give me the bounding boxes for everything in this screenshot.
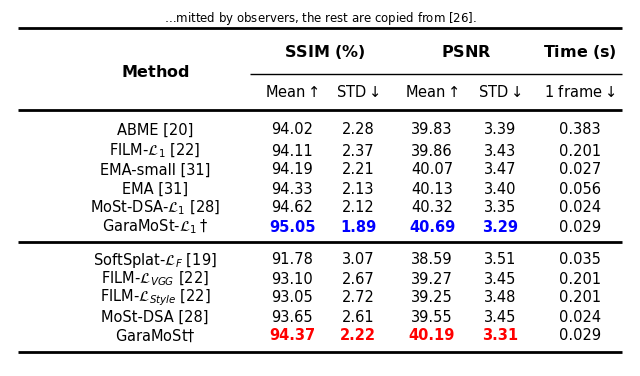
Text: 0.035: 0.035 [559,253,601,267]
Text: 3.39: 3.39 [484,123,516,138]
Text: GaraMoSt$\dagger$: GaraMoSt$\dagger$ [115,328,195,344]
Text: Mean$\uparrow$: Mean$\uparrow$ [405,84,459,100]
Text: 2.67: 2.67 [342,271,374,287]
Text: SoftSplat-$\mathcal{L}_F$ [19]: SoftSplat-$\mathcal{L}_F$ [19] [93,250,217,270]
Text: 0.201: 0.201 [559,291,601,305]
Text: 0.201: 0.201 [559,144,601,159]
Text: 0.024: 0.024 [559,200,601,215]
Text: MoSt-DSA-$\mathcal{L}_1$ [28]: MoSt-DSA-$\mathcal{L}_1$ [28] [90,199,220,217]
Text: 2.12: 2.12 [342,200,374,215]
Text: 0.383: 0.383 [559,123,601,138]
Text: $\ldots$mitted by observers, the rest are copied from [26].: $\ldots$mitted by observers, the rest ar… [163,10,477,27]
Text: 95.05: 95.05 [269,220,316,235]
Text: 0.056: 0.056 [559,182,601,197]
Text: 2.13: 2.13 [342,182,374,197]
Text: 3.45: 3.45 [484,309,516,324]
Text: 3.43: 3.43 [484,144,516,159]
Text: 2.37: 2.37 [342,144,374,159]
Text: EMA-small [31]: EMA-small [31] [100,162,210,177]
Text: 2.21: 2.21 [342,162,374,177]
Text: 39.83: 39.83 [412,123,452,138]
Text: Mean$\uparrow$: Mean$\uparrow$ [265,84,319,100]
Text: 40.19: 40.19 [409,329,455,344]
Text: 40.07: 40.07 [411,162,453,177]
Text: $\mathbf{Method}$: $\mathbf{Method}$ [120,64,189,80]
Text: 39.55: 39.55 [411,309,453,324]
Text: 0.201: 0.201 [559,271,601,287]
Text: 3.07: 3.07 [342,253,374,267]
Text: MoSt-DSA [28]: MoSt-DSA [28] [101,309,209,324]
Text: 3.47: 3.47 [484,162,516,177]
Text: GaraMoSt-$\mathcal{L}_1\dagger$: GaraMoSt-$\mathcal{L}_1\dagger$ [102,218,208,237]
Text: 93.65: 93.65 [271,309,313,324]
Text: 94.37: 94.37 [269,329,315,344]
Text: $\mathbf{Time\ (s)}$: $\mathbf{Time\ (s)}$ [543,43,617,61]
Text: 3.40: 3.40 [484,182,516,197]
Text: 94.62: 94.62 [271,200,313,215]
Text: 1.89: 1.89 [340,220,376,235]
Text: ABME [20]: ABME [20] [117,123,193,138]
Text: 94.02: 94.02 [271,123,313,138]
Text: 3.51: 3.51 [484,253,516,267]
Text: $\mathbf{SSIM\ (\%)}$: $\mathbf{SSIM\ (\%)}$ [284,43,365,61]
Text: 1 frame$\downarrow$: 1 frame$\downarrow$ [544,84,616,100]
Text: 2.28: 2.28 [342,123,374,138]
Text: 39.25: 39.25 [411,291,453,305]
Text: 3.35: 3.35 [484,200,516,215]
Text: 0.029: 0.029 [559,329,601,344]
Text: 0.027: 0.027 [559,162,601,177]
Text: 39.86: 39.86 [411,144,453,159]
Text: 3.45: 3.45 [484,271,516,287]
Text: 91.78: 91.78 [271,253,313,267]
Text: 94.11: 94.11 [271,144,313,159]
Text: STD$\downarrow$: STD$\downarrow$ [478,84,522,100]
Text: 3.48: 3.48 [484,291,516,305]
Text: FILM-$\mathcal{L}_1$ [22]: FILM-$\mathcal{L}_1$ [22] [109,142,201,160]
Text: 40.69: 40.69 [409,220,455,235]
Text: EMA [31]: EMA [31] [122,182,188,197]
Text: 40.32: 40.32 [411,200,453,215]
Text: 3.31: 3.31 [482,329,518,344]
Text: 2.22: 2.22 [340,329,376,344]
Text: 94.19: 94.19 [271,162,313,177]
Text: 2.72: 2.72 [342,291,374,305]
Text: 38.59: 38.59 [411,253,453,267]
Text: STD$\downarrow$: STD$\downarrow$ [336,84,380,100]
Text: 40.13: 40.13 [411,182,453,197]
Text: FILM-$\mathcal{L}_{Style}$ [22]: FILM-$\mathcal{L}_{Style}$ [22] [100,288,211,308]
Text: 93.05: 93.05 [271,291,313,305]
Text: 0.024: 0.024 [559,309,601,324]
Text: 0.029: 0.029 [559,220,601,235]
Text: $\mathbf{PSNR}$: $\mathbf{PSNR}$ [441,44,491,60]
Text: 39.27: 39.27 [411,271,453,287]
Text: 94.33: 94.33 [271,182,313,197]
Text: 3.29: 3.29 [482,220,518,235]
Text: 2.61: 2.61 [342,309,374,324]
Text: FILM-$\mathcal{L}_{VGG}$ [22]: FILM-$\mathcal{L}_{VGG}$ [22] [101,270,209,288]
Text: 93.10: 93.10 [271,271,313,287]
